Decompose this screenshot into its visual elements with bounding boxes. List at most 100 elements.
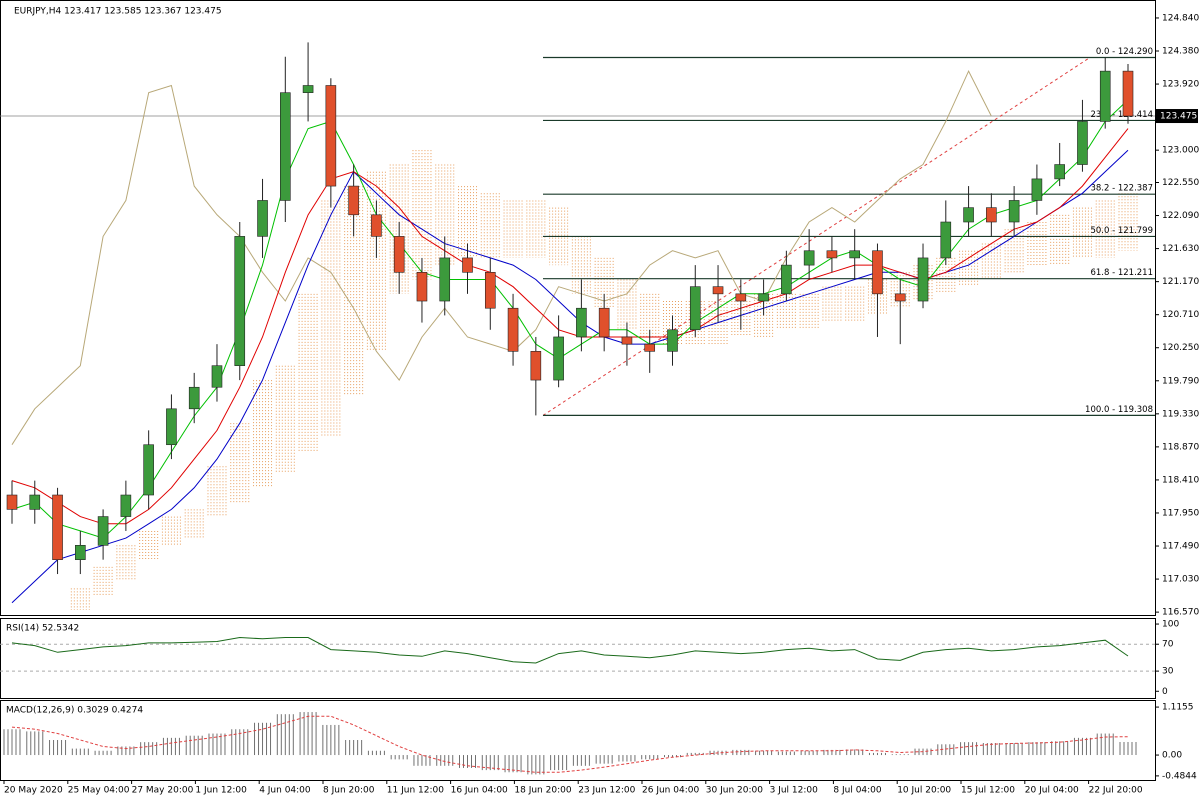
y-tick-label: 123.000 (1162, 146, 1199, 156)
candle-body (393, 236, 405, 273)
candle-body (735, 293, 747, 302)
x-tick-label: 10 Jul 20:00 (897, 786, 951, 796)
x-tick-label: 15 Jul 12:00 (961, 786, 1015, 796)
x-tick-label: 18 Jun 20:00 (514, 786, 571, 796)
candle-body (211, 365, 223, 388)
y-tick-label: 124.380 (1162, 47, 1199, 57)
x-tick-label: 25 May 04:00 (68, 786, 130, 796)
candle-body (712, 286, 724, 295)
candle-body (1122, 70, 1134, 117)
y-tick-label: 117.030 (1162, 575, 1199, 585)
chart-title: EURJPY,H4 123.417 123.585 123.367 123.47… (14, 7, 222, 17)
fibo-label: 61.8 - 121.211 (1090, 268, 1153, 278)
candle-body (530, 351, 542, 381)
fibo-label: 23.6 - 123.414 (1090, 110, 1153, 120)
candle-body (781, 264, 792, 295)
candle-body (803, 250, 815, 266)
y-tick-label: 117.950 (1162, 508, 1199, 518)
x-tick-label: 27 May 20:00 (132, 786, 194, 796)
candle-body (576, 307, 587, 338)
y-tick-label: 0.00 (1162, 751, 1182, 761)
candle-body (143, 444, 154, 496)
fibo-label: 50.0 - 121.799 (1090, 226, 1153, 236)
y-tick-label: 70 (1162, 640, 1174, 650)
candle-body (849, 250, 860, 259)
candle-body (621, 336, 633, 345)
y-tick-label: 123.920 (1162, 80, 1199, 90)
y-tick-label: 118.870 (1162, 442, 1199, 452)
y-tick-label: 118.410 (1162, 475, 1199, 485)
candle-body (75, 545, 86, 560)
y-tick-label: 117.490 (1162, 542, 1199, 552)
candle-body (758, 293, 769, 302)
candle-body (1099, 70, 1111, 122)
indicator-line (11, 99, 1129, 539)
candle-body (120, 494, 132, 517)
candle-body (689, 286, 701, 331)
y-tick-label: -0.4844 (1162, 771, 1197, 781)
candle-body (986, 207, 997, 223)
candle-body (188, 386, 200, 410)
candle-body (507, 307, 519, 352)
x-tick-label: 20 May 2020 (4, 786, 63, 796)
candle-body (1077, 121, 1088, 165)
x-tick-label: 26 Jun 04:00 (642, 786, 699, 796)
candle-body (234, 236, 246, 366)
y-tick-label: 100 (1162, 620, 1179, 630)
y-tick-label: 30 (1162, 667, 1174, 677)
candle-body (257, 200, 268, 237)
current-price-box (1156, 109, 1198, 124)
candle-body (667, 329, 678, 352)
candle-body (302, 85, 314, 93)
y-tick-label: 116.570 (1162, 608, 1199, 618)
candle-body (644, 343, 656, 352)
candle-body (553, 336, 564, 381)
indicator-line (11, 69, 992, 445)
fibo-label: 0.0 - 124.290 (1096, 47, 1153, 57)
candle-body (325, 85, 337, 187)
x-tick-label: 11 Jun 12:00 (387, 786, 444, 796)
rsi-title: RSI(14) 52.5342 (6, 624, 79, 634)
candle-body (598, 307, 610, 338)
macd-title: MACD(12,26,9) 0.3029 0.4274 (6, 706, 143, 716)
y-tick-label: 119.330 (1162, 409, 1199, 419)
y-tick-label: 122.550 (1162, 178, 1199, 188)
candle-body (894, 293, 906, 302)
y-tick-label: 1.1155 (1162, 703, 1194, 713)
candle-body (917, 257, 929, 302)
main-frame (0, 0, 1156, 616)
candle-body (462, 257, 473, 273)
x-tick-label: 8 Jun 20:00 (323, 786, 375, 796)
indicator-line (11, 128, 1129, 525)
candle-body (1031, 178, 1043, 201)
y-tick-label: 120.710 (1162, 310, 1199, 320)
y-tick-label: 0 (1162, 687, 1168, 697)
candle-body (940, 221, 952, 259)
candle-body (1054, 164, 1065, 180)
indicator-line (11, 149, 1129, 604)
x-tick-label: 3 Jul 12:00 (770, 786, 819, 796)
candle-body (166, 408, 177, 446)
x-tick-label: 30 Jun 20:00 (706, 786, 763, 796)
x-tick-label: 4 Jun 04:00 (259, 786, 311, 796)
macd-signal (11, 715, 1129, 773)
y-tick-label: 121.630 (1162, 244, 1199, 254)
y-tick-label: 119.790 (1162, 376, 1199, 386)
x-tick-label: 22 Jul 20:00 (1089, 786, 1143, 796)
candle-body (6, 494, 18, 510)
candle-body (97, 516, 109, 546)
y-tick-label: 121.170 (1162, 277, 1199, 287)
candle-body (371, 214, 382, 237)
x-tick-label: 20 Jul 04:00 (1025, 786, 1079, 796)
candle-body (1008, 200, 1020, 223)
candle-body (963, 207, 974, 223)
candle-body (52, 494, 63, 560)
fibo-label: 38.2 - 122.387 (1090, 184, 1153, 194)
x-tick-label: 8 Jul 04:00 (833, 786, 882, 796)
candle-body (439, 257, 451, 302)
rsi-line (11, 636, 1129, 664)
candle-body (280, 92, 291, 201)
candle-body (416, 271, 428, 302)
x-tick-label: 23 Jun 12:00 (578, 786, 635, 796)
